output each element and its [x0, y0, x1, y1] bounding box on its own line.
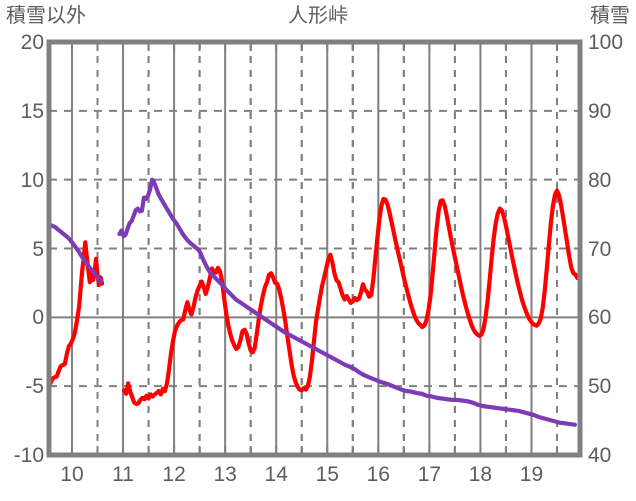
series-line-snow — [117, 177, 577, 427]
y-axis-left-tick-label: 10 — [20, 168, 44, 192]
y-axis-left-tick-label: -10 — [13, 444, 44, 467]
x-axis-tick-label: 15 — [315, 463, 339, 486]
series-line-other — [121, 188, 580, 407]
x-axis-tick-label: 13 — [213, 463, 237, 486]
chart-title: 人形峠 — [288, 5, 348, 27]
y-axis-left-tick-label: -5 — [25, 375, 44, 399]
x-axis-tick-label: 12 — [162, 463, 186, 486]
x-axis-tick-label: 17 — [417, 463, 442, 486]
y-axis-right-tick-label: 60 — [588, 306, 612, 330]
y-axis-right-tick-label: 90 — [588, 99, 612, 123]
series-line-snow — [47, 223, 104, 284]
right-axis-title: 積雪 — [590, 5, 630, 27]
left-axis-title: 積雪以外 — [6, 5, 86, 27]
y-axis-left-tick-label: 0 — [32, 306, 44, 330]
y-axis-right-tick-label: 40 — [588, 444, 612, 467]
y-axis-right-tick-label: 50 — [588, 375, 612, 399]
y-axis-left-tick-label: 20 — [20, 31, 44, 54]
x-axis-tick-label: 14 — [264, 463, 288, 486]
y-axis-left-tick-label: 5 — [32, 237, 44, 261]
x-axis-tick-label: 18 — [468, 463, 493, 486]
x-axis-tick-label: 19 — [519, 463, 544, 486]
y-axis-right-tick-label: 80 — [588, 168, 612, 192]
y-axis-left-tick-label: 15 — [20, 99, 44, 123]
y-axis-right-tick-label: 100 — [588, 31, 624, 54]
x-axis-tick-label: 11 — [112, 463, 134, 486]
x-axis-tick-label: 10 — [60, 463, 84, 486]
x-axis-tick-label: 16 — [366, 463, 390, 486]
plot-frame — [46, 39, 583, 458]
y-axis-right-tick-label: 70 — [588, 237, 612, 261]
